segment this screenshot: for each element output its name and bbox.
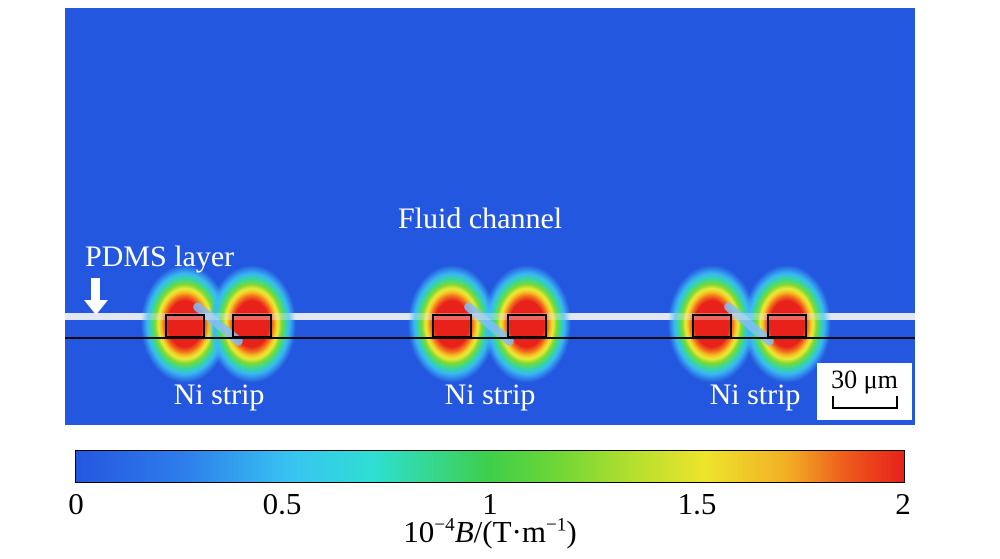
unit-base: 10: [403, 514, 435, 549]
ni-strip-outline: [767, 314, 807, 338]
scale-bar-bracket: [831, 395, 898, 409]
down-arrow-icon: [84, 300, 108, 315]
unit-exponent-2: −1: [545, 514, 567, 536]
heatmap-canvas: Fluid channel PDMS layer Ni strip Ni str…: [65, 8, 915, 425]
down-arrow-icon: [91, 278, 100, 301]
colorbar-unit-label: 10−4B/(T·m−1): [403, 514, 576, 550]
colorbar-tick-label: 0: [68, 486, 84, 521]
ni-strip-outline: [692, 314, 732, 338]
pdms-layer-label: PDMS layer: [85, 240, 235, 273]
unit-exponent: −4: [434, 514, 455, 536]
scale-bar-box: 30 μm: [817, 363, 912, 420]
fluid-channel-label: Fluid channel: [398, 202, 563, 235]
ni-strip-outline: [432, 314, 472, 338]
colorbar-tick-label: 1: [482, 486, 498, 521]
ni-strip-outline: [232, 314, 272, 338]
ni-strip-label: Ni strip: [444, 378, 536, 411]
scale-bar-label: 30 μm: [831, 365, 898, 394]
substrate-line: [65, 337, 915, 339]
ni-strip-outline: [165, 314, 205, 338]
colorbar-tick-label: 1.5: [677, 486, 717, 521]
ni-strip-label: Ni strip: [709, 378, 801, 411]
pdms-band-overlay: [65, 313, 915, 320]
ni-strip-label: Ni strip: [173, 378, 265, 411]
unit-mid: /(T·m: [473, 514, 546, 549]
unit-end: ): [566, 514, 577, 549]
ni-strip-outline: [507, 314, 547, 338]
colorbar-tick-label: 0.5: [262, 486, 302, 521]
colorbar-tick-label: 2: [895, 486, 911, 521]
colorbar-gradient: [75, 450, 905, 483]
unit-symbol-B: B: [454, 514, 474, 549]
